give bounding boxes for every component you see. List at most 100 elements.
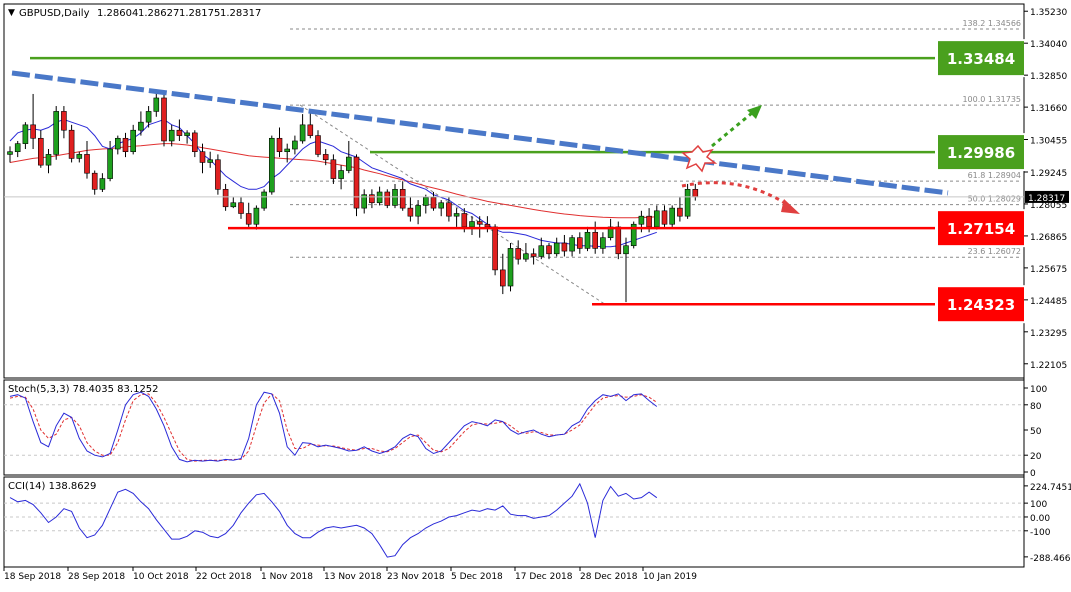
candle-body (507, 248, 514, 287)
cci-line (9, 482, 658, 558)
time-tick-label: 28 Dec 2018 (580, 572, 638, 582)
candle-body (515, 248, 522, 260)
time-tick-label: 13 Nov 2018 (324, 572, 382, 582)
price-tick-label: 1.24485 (1030, 297, 1067, 307)
candle-body (469, 221, 475, 228)
stochastic-panel: 100 80 50 20 0 (4, 385, 1047, 479)
candle-body (99, 178, 106, 190)
cci-panel: 224.7451 100 0.00 -100 -288.4663 (4, 482, 1071, 564)
candle-body (361, 194, 368, 209)
fibonacci-levels: 138.2 1.34566 100.0 1.31735 61.8 1.28904 50… (290, 19, 1022, 305)
candle-body (369, 194, 375, 204)
candle-body (438, 202, 445, 209)
candle-body (553, 242, 560, 255)
price-tick-label: 1.30455 (1030, 136, 1067, 146)
fib-level-label: 50.0 1.28029 (968, 195, 1021, 204)
candle-body (276, 137, 283, 153)
candle-body (7, 151, 13, 155)
candle-body (253, 207, 260, 225)
candle-body (84, 154, 90, 174)
cci-tick-label: 100 (1030, 500, 1047, 510)
level-label-box (936, 133, 1026, 172)
candle-body (499, 269, 506, 287)
candlesticks (4, 92, 1024, 303)
time-tick-label: 23 Nov 2018 (387, 572, 445, 582)
price-tick-label: 1.32850 (1030, 72, 1067, 82)
candle-body (91, 172, 98, 190)
candle-body (122, 137, 129, 153)
candle-body (646, 215, 652, 228)
stoch-title: Stoch(5,3,3) 78.4035 83.1252 (8, 384, 159, 395)
candle-body (561, 242, 568, 252)
ohlc-close: 1.28317 (220, 8, 261, 19)
chart-title: GBPUSD,Daily (19, 8, 90, 19)
candle-body (476, 221, 483, 225)
candle-body (322, 154, 329, 161)
candle-body (453, 213, 460, 217)
candle-body (407, 207, 414, 217)
candle-body (222, 189, 229, 208)
candle-body (76, 154, 83, 159)
candle-body (576, 237, 583, 249)
stoch-tick-label: 0 (1030, 469, 1036, 479)
current-price-box (1025, 190, 1069, 203)
stoch-tick-label: 80 (1030, 402, 1042, 412)
candle-body (446, 202, 452, 217)
candle-body (430, 197, 437, 209)
candle-body (653, 210, 660, 228)
candle-body (215, 159, 221, 190)
candle-body (530, 253, 537, 257)
candle-body (168, 129, 175, 142)
candle-body (422, 197, 429, 206)
candle-body (461, 213, 468, 228)
candle-body (284, 148, 291, 153)
candle-body (268, 137, 275, 193)
candle-body (307, 124, 314, 136)
candle-body (107, 148, 113, 179)
cci-tick-label: -288.4663 (1030, 554, 1071, 564)
price-tick-label: 1.28055 (1030, 201, 1067, 211)
ohlc-open: 1.28604 (97, 8, 138, 19)
trendline-line (11, 70, 949, 196)
candle-body (638, 215, 645, 225)
ohlc-high: 1.28627 (138, 8, 179, 19)
price-tick-label: 1.29245 (1030, 169, 1067, 179)
candle-body (161, 97, 167, 142)
candle-body (138, 121, 144, 131)
price-tick-label: 1.26865 (1030, 233, 1067, 243)
candle-body (245, 213, 252, 225)
candle-body (592, 231, 599, 249)
candle-body (615, 226, 622, 255)
candle-body (115, 137, 121, 150)
stoch-tick-label: 100 (1030, 385, 1047, 395)
price-tick-label: 1.22105 (1030, 361, 1067, 371)
stoch-tick-label: 20 (1030, 452, 1042, 462)
price-tick-label: 1.25675 (1030, 265, 1067, 275)
support-resistance-levels: 1.33484 1.29986 1.27154 1.24323 (30, 39, 1026, 324)
cci-panel-frame (3, 476, 1025, 568)
current-price-label: 1.28317 (1028, 194, 1065, 204)
candle-body (145, 111, 152, 123)
candle-body (677, 207, 683, 217)
candle-body (230, 202, 237, 208)
arrow-down-head (781, 199, 800, 214)
candle-body (14, 143, 21, 153)
price-tick-label: 1.31660 (1030, 104, 1067, 114)
candle-body (623, 245, 629, 255)
price-tick-label: 1.35230 (1030, 8, 1067, 18)
candle-body (199, 151, 206, 163)
level-label-text: 1.29986 (947, 144, 1015, 162)
candle-body (692, 189, 699, 198)
candle-body (292, 140, 298, 150)
candle-body (484, 223, 491, 228)
candle-body (153, 97, 160, 112)
candle-body (299, 124, 306, 142)
price-tick-label: 1.23295 (1030, 329, 1067, 339)
trendline (11, 70, 949, 196)
time-tick-label: 17 Dec 2018 (515, 572, 573, 582)
symbol-icon: ▼ (8, 8, 15, 18)
candle-body (384, 191, 391, 206)
stoch-tick-label: 50 (1030, 427, 1042, 437)
stoch-signal-line (9, 393, 658, 462)
